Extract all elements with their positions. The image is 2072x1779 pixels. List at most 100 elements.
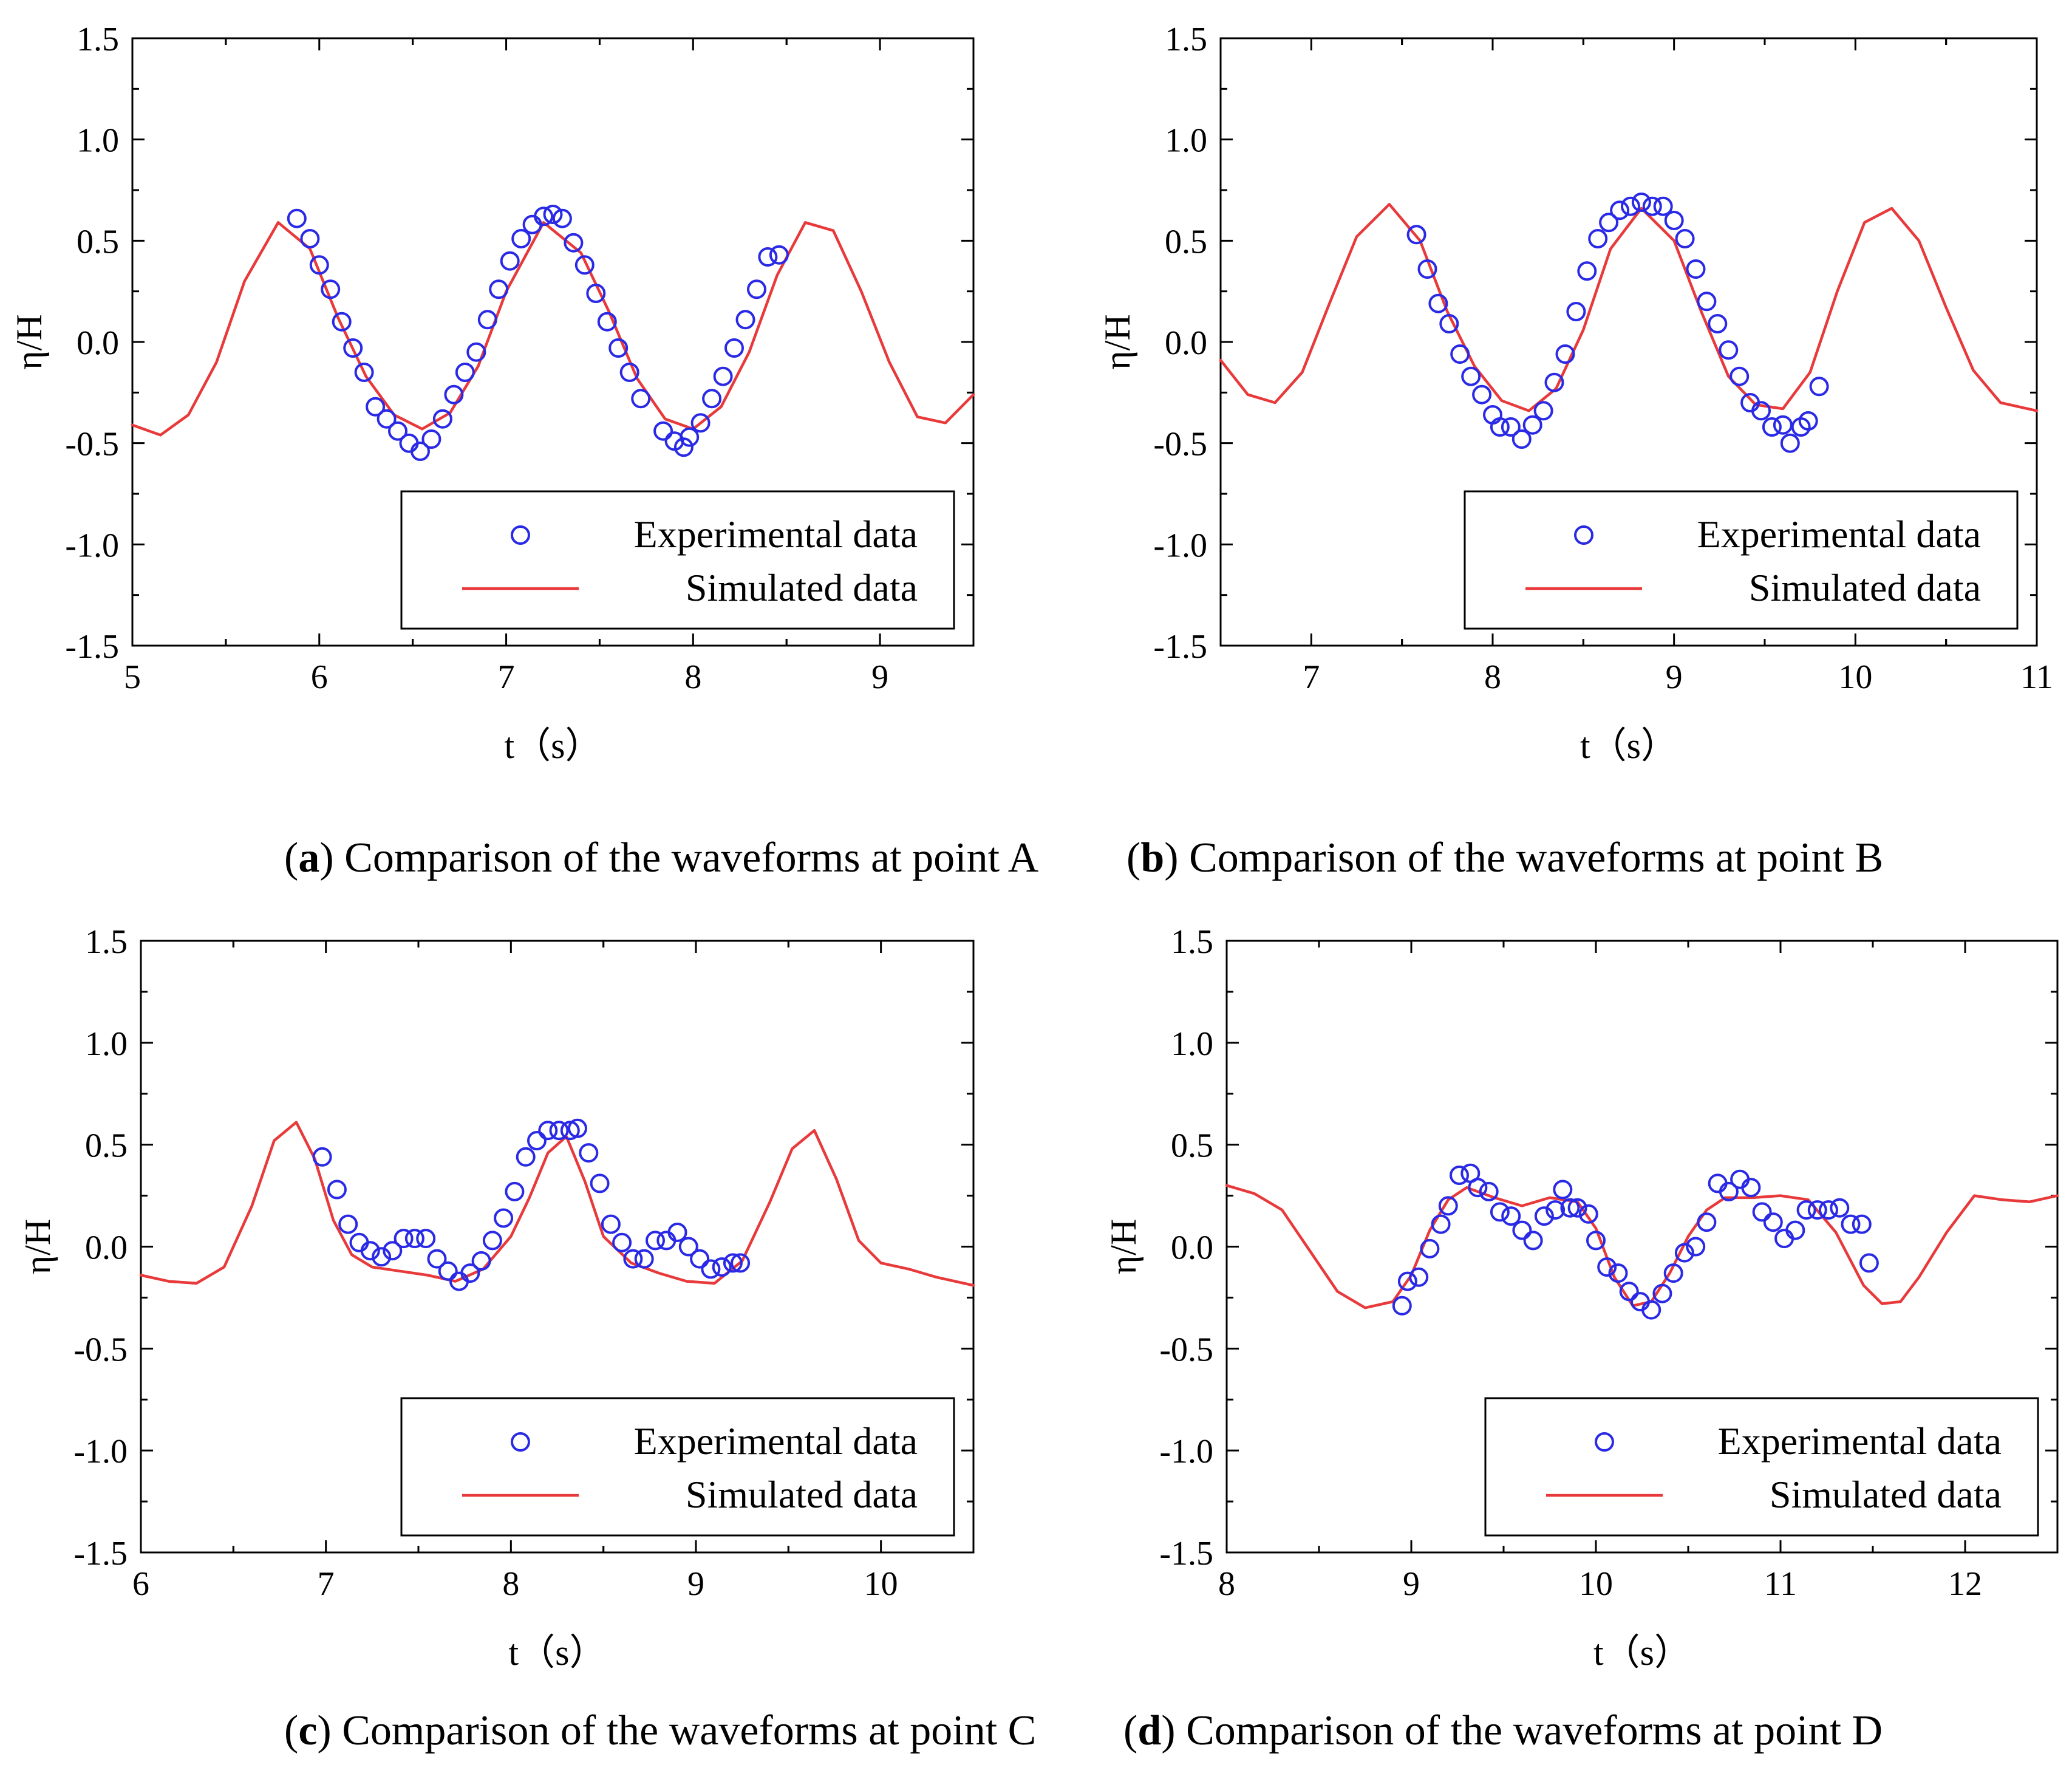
experimental-data-point <box>421 429 441 449</box>
experimental-data-point <box>1566 302 1586 321</box>
experimental-data-point <box>1597 1257 1617 1277</box>
experimental-data-point <box>1560 1198 1580 1218</box>
experimental-data-point <box>432 409 452 429</box>
x-axis-label: t（s） <box>1593 1633 1691 1673</box>
experimental-data-point <box>1450 1166 1469 1185</box>
y-tick-label: 0.0 <box>1171 1229 1213 1267</box>
y-tick-label: -0.5 <box>1153 426 1207 463</box>
caption-a-letter: a <box>298 835 320 881</box>
experimental-data-point <box>543 205 563 224</box>
experimental-data-point <box>438 1261 458 1281</box>
experimental-data-point <box>1841 1214 1861 1234</box>
y-tick-label: -1.0 <box>1153 527 1207 564</box>
y-axis-label: η/H <box>18 1219 58 1274</box>
experimental-data-point <box>1641 1300 1661 1320</box>
legend-experimental-marker <box>1595 1432 1614 1452</box>
experimental-data-point <box>1697 1212 1717 1232</box>
experimental-data-point <box>1619 1282 1639 1302</box>
experimental-data-point <box>1409 1267 1429 1287</box>
simulated-data-line <box>131 221 975 437</box>
y-tick-label: -1.5 <box>1159 1535 1213 1572</box>
x-tick-label: 11 <box>2020 658 2053 696</box>
y-axis-label: η/H <box>1097 314 1137 369</box>
experimental-data-point <box>680 427 700 447</box>
experimental-data-point <box>1501 417 1521 437</box>
x-tick-label: 12 <box>1948 1565 1982 1603</box>
legend-box <box>400 490 955 630</box>
experimental-data-point <box>1397 1271 1417 1291</box>
y-tick-label: 0.0 <box>1165 324 1207 362</box>
experimental-data-point <box>619 363 639 382</box>
experimental-data-point <box>667 1223 687 1242</box>
experimental-data-point <box>460 1263 480 1283</box>
experimental-data-point <box>516 1147 536 1167</box>
experimental-data-point <box>1544 372 1564 392</box>
experimental-data-point <box>1741 1178 1761 1198</box>
experimental-data-point <box>388 421 407 441</box>
experimental-data-point <box>444 384 464 405</box>
experimental-data-point <box>500 251 520 271</box>
legend-experimental-label: Experimental data <box>1718 1419 2002 1463</box>
legend-experimental-marker <box>511 1432 530 1452</box>
experimental-data-point <box>1653 196 1673 216</box>
experimental-data-point <box>608 338 629 358</box>
caption-d-letter: d <box>1137 1707 1162 1754</box>
experimental-data-point <box>1522 415 1542 435</box>
experimental-data-point <box>1450 344 1470 364</box>
experimental-data-point <box>372 1247 392 1267</box>
caption-a: (a) Comparison of the waveforms at point… <box>284 835 1039 881</box>
y-tick-label: 0.5 <box>85 1127 128 1165</box>
experimental-data-point <box>1621 196 1640 216</box>
experimental-data-point <box>1578 1204 1598 1224</box>
legend-box <box>1484 1397 2039 1537</box>
experimental-data-point <box>1588 229 1608 248</box>
experimental-data-point <box>1751 401 1771 421</box>
experimental-data-point <box>1852 1214 1872 1234</box>
experimental-data-point <box>527 1131 547 1150</box>
legend-simulated-label: Simulated data <box>1749 566 1981 609</box>
x-tick-label: 9 <box>1403 1565 1420 1603</box>
experimental-data-point <box>713 366 733 386</box>
experimental-data-point <box>564 233 584 253</box>
panel-b-chart: -1.5 -1.0 -0.5 0.0 0.5 1.0 1.5 7 8 9 10 11 t（s） η/H Ex… <box>1097 21 2053 766</box>
y-tick-label: 0.5 <box>1171 1127 1213 1165</box>
experimental-data-point <box>360 1241 380 1261</box>
experimental-data-point <box>309 255 329 275</box>
simulated-data-line <box>139 1121 975 1287</box>
experimental-data-point <box>1479 1181 1499 1201</box>
y-axis-label: η/H <box>9 314 49 369</box>
experimental-data-point <box>1599 213 1619 233</box>
experimental-data-point <box>1567 1198 1587 1218</box>
experimental-data-point <box>471 1251 491 1271</box>
experimental-data-point <box>631 389 651 409</box>
legend-experimental-marker <box>511 525 530 545</box>
experimental-data-point <box>383 1241 403 1261</box>
experimental-data-point <box>1752 1202 1772 1222</box>
experimental-data-point <box>416 1229 436 1249</box>
experimental-data-point <box>1708 314 1728 333</box>
experimental-data-point <box>1664 211 1684 230</box>
y-tick-label: 1.0 <box>85 1025 128 1063</box>
legend-box <box>400 1397 955 1537</box>
experimental-data-point <box>455 363 475 382</box>
experimental-data-point <box>494 1208 514 1228</box>
x-tick-label: 6 <box>311 658 328 696</box>
experimental-data-point <box>552 208 572 228</box>
caption-d-text: Comparison of the waveforms at point D <box>1175 1707 1883 1754</box>
experimental-data-point <box>1545 1200 1566 1220</box>
x-tick-label: 11 <box>1764 1565 1797 1603</box>
experimental-data-point <box>1392 1296 1412 1316</box>
experimental-data-point <box>1762 417 1782 437</box>
experimental-data-point <box>1472 384 1492 405</box>
x-tick-label: 8 <box>502 1565 519 1603</box>
experimental-data-point <box>1577 261 1597 281</box>
experimental-data-point <box>579 1143 599 1163</box>
experimental-data-point <box>489 279 509 299</box>
y-tick-label: -1.5 <box>1153 628 1207 666</box>
experimental-data-point <box>1809 377 1829 397</box>
experimental-data-point <box>1675 229 1695 248</box>
legend-simulated-label: Simulated data <box>686 566 918 609</box>
experimental-data-point <box>332 312 352 332</box>
x-tick-label: 7 <box>318 1565 335 1603</box>
panel-a-chart: -1.5 -1.0 -0.5 0.0 0.5 1.0 1.5 5 6 7 8 9 t（s） η/H Expe… <box>9 21 975 766</box>
